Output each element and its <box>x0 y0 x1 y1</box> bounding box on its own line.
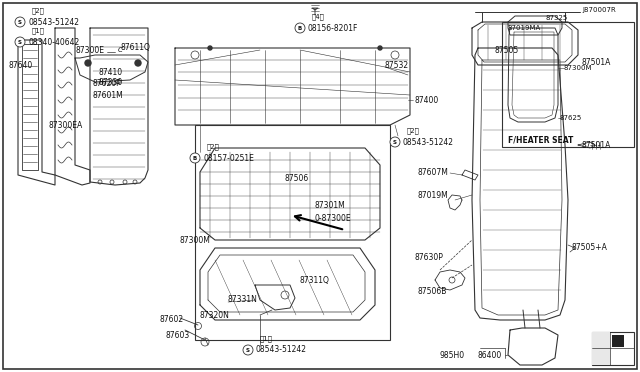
Text: 08543-51242: 08543-51242 <box>28 17 79 26</box>
Circle shape <box>295 23 305 33</box>
Text: F/HEATER SEAT: F/HEATER SEAT <box>508 135 573 144</box>
Text: 0-87300E: 0-87300E <box>315 214 351 222</box>
Bar <box>592 332 634 365</box>
Circle shape <box>208 46 212 50</box>
Text: 87320N: 87320N <box>200 311 230 320</box>
Text: 08543-51242: 08543-51242 <box>256 346 307 355</box>
Text: 87019M: 87019M <box>418 190 449 199</box>
Text: 87019MA: 87019MA <box>508 25 541 31</box>
Text: 87630P: 87630P <box>415 253 444 263</box>
Text: 08157-0251E: 08157-0251E <box>203 154 254 163</box>
Text: 87506B: 87506B <box>418 288 447 296</box>
Text: 87325: 87325 <box>546 15 568 21</box>
Text: 08340-40642: 08340-40642 <box>28 38 79 46</box>
Text: 87603: 87603 <box>165 331 189 340</box>
Text: 87505: 87505 <box>495 45 519 55</box>
Text: 87625: 87625 <box>560 115 582 121</box>
Text: 87311Q: 87311Q <box>300 276 330 285</box>
Text: 87607M: 87607M <box>418 167 449 176</box>
Text: S: S <box>18 39 22 45</box>
Text: 87501A: 87501A <box>582 141 611 150</box>
Text: 〈4〉: 〈4〉 <box>312 14 325 20</box>
Text: S: S <box>393 140 397 144</box>
Text: J870007R: J870007R <box>582 7 616 13</box>
Text: 985H0: 985H0 <box>440 350 465 359</box>
Text: 87501A: 87501A <box>582 58 611 67</box>
Text: 08156-8201F: 08156-8201F <box>308 23 358 32</box>
Text: 87506: 87506 <box>285 173 309 183</box>
Bar <box>612 335 624 347</box>
Text: 〈2〉: 〈2〉 <box>32 8 45 14</box>
Text: 〈1〉: 〈1〉 <box>260 336 273 342</box>
Text: 87331N: 87331N <box>228 295 258 305</box>
Text: B: B <box>193 155 197 160</box>
Text: 08543-51242: 08543-51242 <box>403 138 454 147</box>
Text: 87611Q: 87611Q <box>120 42 150 51</box>
Circle shape <box>15 17 25 27</box>
Bar <box>195 125 390 340</box>
Text: S: S <box>18 19 22 25</box>
Circle shape <box>190 153 200 163</box>
Circle shape <box>85 60 91 66</box>
Text: 87300M: 87300M <box>180 235 211 244</box>
Text: 87532: 87532 <box>385 61 409 70</box>
Circle shape <box>378 46 382 50</box>
Text: 87400: 87400 <box>415 96 439 105</box>
Bar <box>502 22 634 147</box>
Text: 87300EA: 87300EA <box>48 121 83 129</box>
Text: 87410: 87410 <box>98 67 122 77</box>
Text: 87300M: 87300M <box>564 65 593 71</box>
Circle shape <box>390 137 400 147</box>
Text: 〈2〉: 〈2〉 <box>207 144 220 150</box>
Text: C: C <box>118 47 123 53</box>
Text: 87602: 87602 <box>160 315 184 324</box>
Text: 〈1〉: 〈1〉 <box>32 28 45 34</box>
Text: 〈2〉: 〈2〉 <box>407 128 420 134</box>
Text: 87301M: 87301M <box>315 201 346 209</box>
Text: 87620P: 87620P <box>92 78 121 87</box>
Circle shape <box>135 60 141 66</box>
Text: 87300E: 87300E <box>75 45 104 55</box>
Text: B: B <box>298 26 302 31</box>
Text: 87330: 87330 <box>98 77 122 87</box>
Text: 87640: 87640 <box>8 61 32 70</box>
Circle shape <box>243 345 253 355</box>
Circle shape <box>15 37 25 47</box>
Text: 86400: 86400 <box>478 350 502 359</box>
Text: S: S <box>246 347 250 353</box>
Text: 87505+A: 87505+A <box>572 244 608 253</box>
Bar <box>592 332 610 365</box>
Text: 87601M: 87601M <box>92 90 123 99</box>
